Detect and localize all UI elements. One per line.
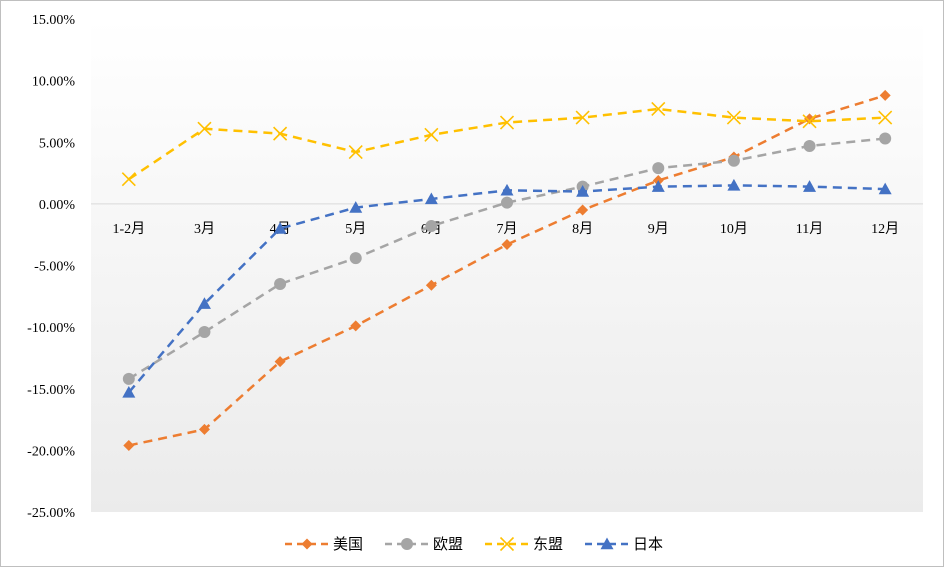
data-point [802,114,817,129]
data-point [501,196,513,209]
data-point [349,201,363,213]
data-point [878,110,893,125]
x-tick-label: 11月 [796,221,823,237]
x-tick-label: 3月 [194,221,215,237]
legend-label: 美国 [333,536,363,553]
x-axis: 1-2月3月4月5月6月7月8月9月10月11月12月 [91,203,923,237]
legend-marker [600,537,614,550]
y-tick-label: 10.00% [32,75,76,90]
data-point [123,439,135,451]
data-point [878,182,892,195]
y-tick-label: 5.00% [39,136,76,151]
y-tick-label: 0.00% [39,198,76,213]
data-point [424,192,438,205]
legend-marker [401,538,413,550]
series-line [128,94,886,447]
data-point [273,126,288,141]
data-point [197,297,211,309]
data-point [122,385,136,398]
data-point [198,326,211,339]
data-point [727,154,740,167]
data-point [651,101,666,117]
legend-marker [499,536,515,552]
data-point [197,121,212,136]
y-tick-label: -20.00% [27,444,75,459]
x-tick-label: 9月 [648,221,669,237]
x-tick-label: 8月 [572,221,593,237]
data-point [576,185,590,197]
data-point [651,180,665,192]
y-tick-label: -5.00% [34,260,75,275]
x-tick-label: 12月 [871,221,899,237]
data-point [121,172,136,187]
legend-item: 美国 [285,536,363,553]
legend-item: 东盟 [485,536,563,553]
legend-item: 欧盟 [385,536,463,553]
data-point [198,423,210,435]
x-tick-label: 1-2月 [112,221,145,237]
legend-item: 日本 [585,536,663,553]
legend-label: 欧盟 [433,536,463,553]
y-tick-label: 15.00% [32,13,76,28]
plot-area [91,19,923,512]
y-tick-label: -10.00% [27,321,75,336]
series-0 [123,89,891,451]
data-point [425,220,438,233]
data-point [273,222,287,234]
data-point [424,127,439,142]
data-point [274,277,287,290]
series-line [128,137,886,380]
data-point [348,145,363,160]
series-layer [121,89,893,451]
data-point [350,320,362,332]
y-tick-label: -15.00% [27,383,75,398]
x-tick-label: 5月 [345,221,366,237]
y-tick-label: -25.00% [27,506,75,521]
series-2 [121,101,893,187]
series-1 [122,132,892,385]
data-point [652,162,665,175]
legend-label: 日本 [633,536,663,553]
legend-marker [301,538,313,550]
legend: 美国 欧盟 东盟 日本 [285,536,663,553]
data-point [727,178,741,191]
data-point [501,239,513,251]
data-point [879,132,892,145]
x-tick-label: 10月 [720,221,748,237]
data-point [803,180,817,192]
data-point [879,89,891,101]
data-point [274,356,286,368]
data-point [726,110,741,125]
data-point [425,279,437,291]
data-point [803,139,816,152]
data-point [499,115,515,130]
data-point [500,183,514,196]
data-point [577,204,589,216]
x-tick-label: 7月 [497,221,518,237]
data-point [122,372,135,385]
data-point [575,110,590,125]
y-axis: 15.00% 10.00% 5.00% 0.00% -5.00% -10.00% -15.0… [27,13,75,521]
series-3 [122,178,892,398]
data-point [349,252,362,265]
legend-label: 东盟 [533,536,563,553]
